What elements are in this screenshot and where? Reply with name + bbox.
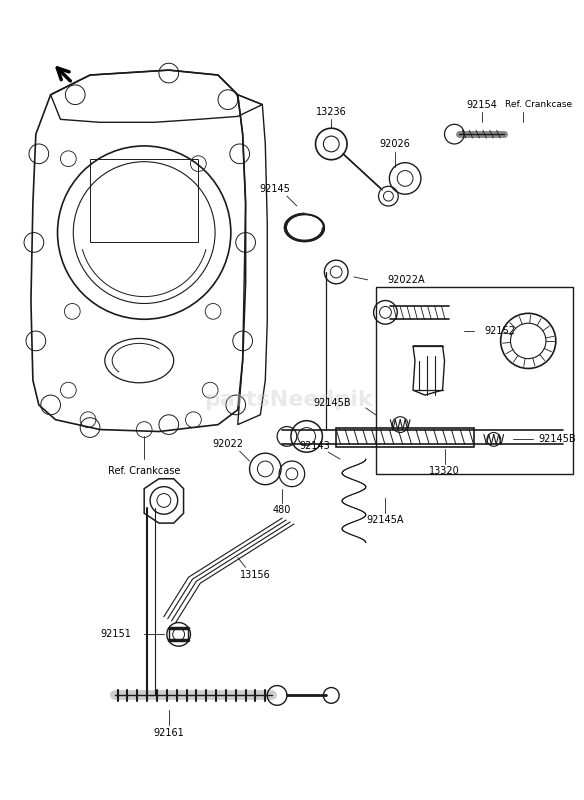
Text: 92145B: 92145B xyxy=(538,434,576,444)
Text: 13236: 13236 xyxy=(316,107,347,118)
Bar xyxy=(376,286,572,474)
Text: 92145: 92145 xyxy=(260,184,291,194)
Text: 92022: 92022 xyxy=(213,439,244,450)
Text: 92143: 92143 xyxy=(299,442,330,451)
Text: 92152: 92152 xyxy=(484,326,515,336)
Text: Ref. Crankcase: Ref. Crankcase xyxy=(108,466,180,476)
Text: 13156: 13156 xyxy=(240,570,271,580)
Bar xyxy=(336,427,474,447)
Text: 92154: 92154 xyxy=(467,99,498,110)
Text: 480: 480 xyxy=(273,506,291,515)
Text: 92022A: 92022A xyxy=(387,275,425,285)
Text: 92145B: 92145B xyxy=(314,398,351,408)
Text: 92161: 92161 xyxy=(154,728,184,738)
Bar xyxy=(90,158,199,242)
Text: 92026: 92026 xyxy=(380,139,411,149)
Text: 13320: 13320 xyxy=(429,466,460,476)
Text: 92151: 92151 xyxy=(100,630,131,639)
Text: Ref. Crankcase: Ref. Crankcase xyxy=(505,100,572,109)
Text: 92145A: 92145A xyxy=(367,515,404,525)
Text: partsNeedpik: partsNeedpik xyxy=(204,390,373,410)
